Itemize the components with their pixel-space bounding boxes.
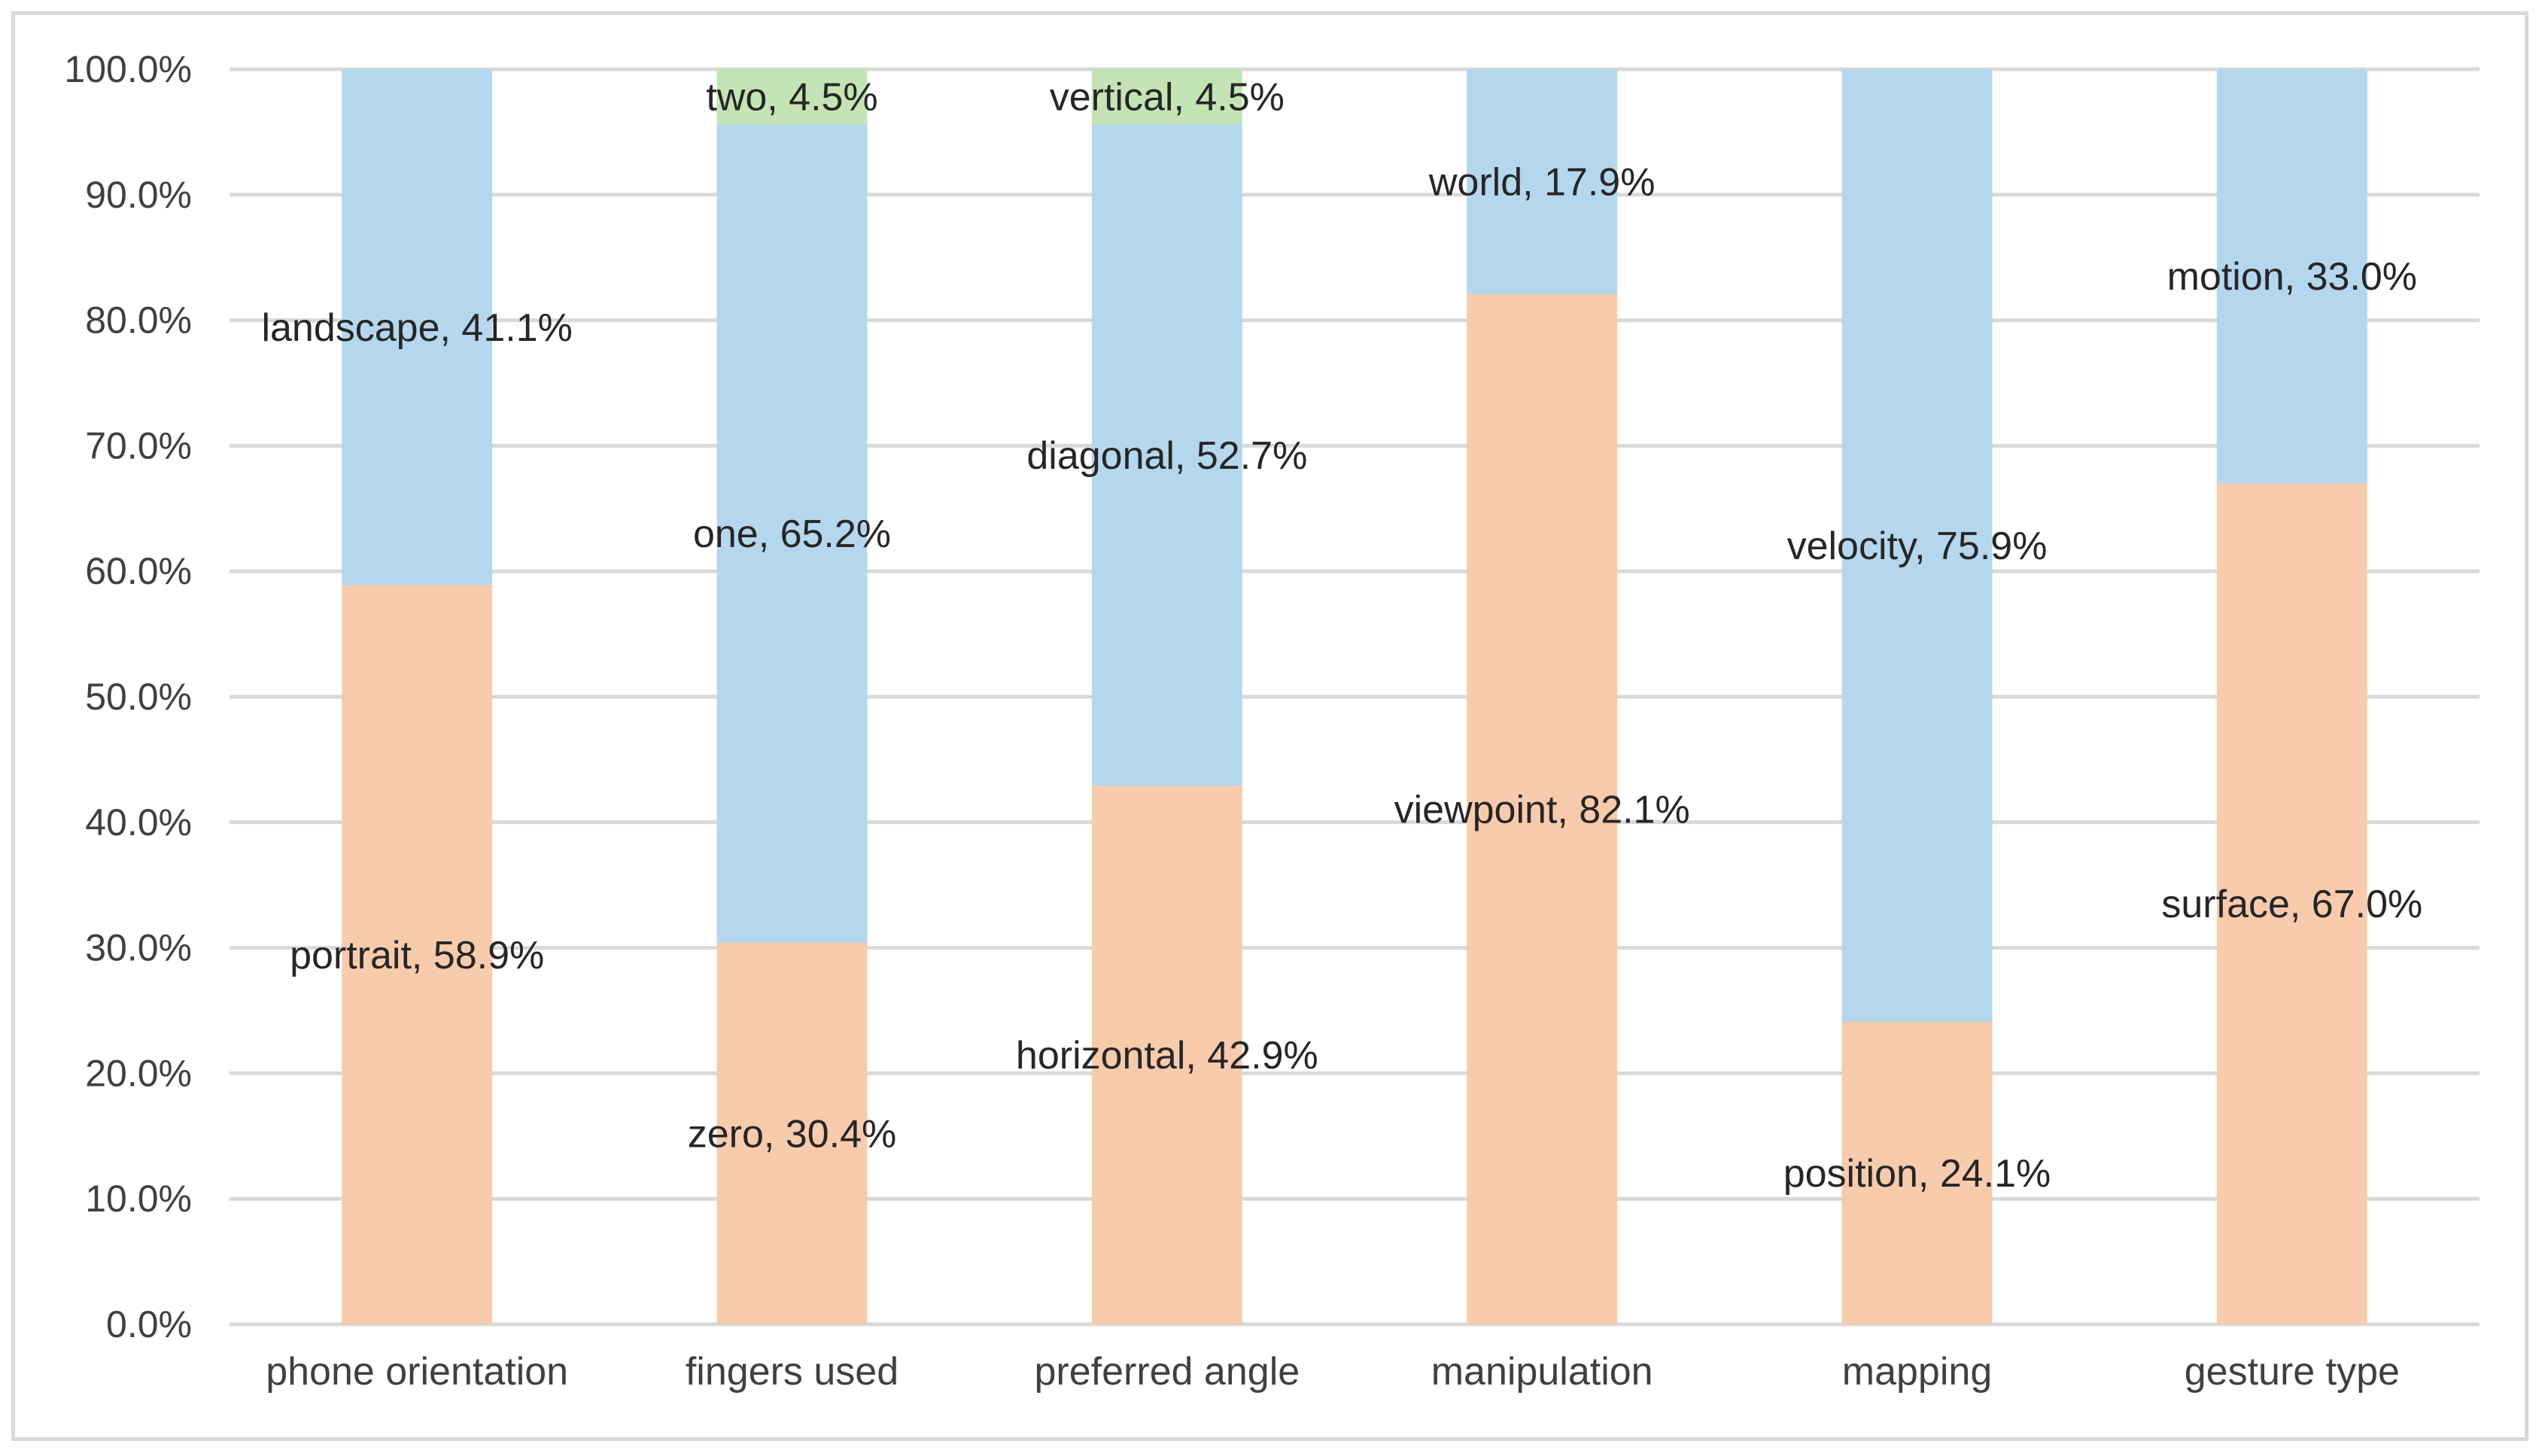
bar-segment-1-1 (716, 124, 868, 943)
bar-segment-1-0 (716, 942, 868, 1324)
bar-segment-0-1 (342, 69, 493, 585)
y-tick-label: 10.0% (85, 1178, 192, 1220)
bar-segment-1-2 (716, 69, 868, 125)
y-tick-label: 80.0% (85, 299, 192, 342)
bar-segment-3-0 (1467, 293, 1618, 1324)
data-label-1-1: one, 65.2% (693, 512, 891, 556)
category-label-4: mapping (1842, 1350, 1992, 1394)
data-label-3-1: world, 17.9% (1428, 160, 1656, 204)
data-label-0-0: portrait, 58.9% (290, 934, 544, 977)
category-label-3: manipulation (1431, 1350, 1653, 1394)
data-label-5-1: motion, 33.0% (2167, 255, 2417, 299)
y-tick-label: 20.0% (85, 1052, 192, 1094)
category-label-1: fingers used (686, 1350, 899, 1394)
y-tick-label: 50.0% (85, 676, 192, 718)
category-label-0: phone orientation (266, 1350, 568, 1394)
y-axis-tick-labels: 0.0% 10.0% 20.0% 30.0% 40.0% 50.0% 60.0% 70.0% 8… (64, 48, 192, 1345)
data-label-2-2: vertical, 4.5% (1050, 76, 1285, 120)
y-tick-label: 90.0% (85, 174, 192, 216)
bars (342, 69, 2367, 1325)
y-tick-label: 0.0% (106, 1303, 192, 1345)
category-label-5: gesture type (2185, 1350, 2400, 1394)
bar-segment-5-1 (2216, 69, 2367, 484)
data-label-1-0: zero, 30.4% (688, 1112, 897, 1156)
bar-segment-0-0 (342, 585, 493, 1324)
bar-segment-2-2 (1091, 69, 1242, 125)
y-tick-label: 40.0% (85, 801, 192, 844)
category-labels: phone orientation fingers used preferred a… (266, 1350, 2400, 1394)
data-label-1-2: two, 4.5% (706, 76, 877, 120)
bar-segment-5-0 (2216, 483, 2367, 1325)
y-tick-label: 30.0% (85, 927, 192, 969)
data-label-5-0: surface, 67.0% (2161, 883, 2422, 926)
y-tick-label: 100.0% (64, 48, 192, 90)
category-label-2: preferred angle (1034, 1350, 1300, 1394)
gridlines (230, 67, 2480, 1327)
data-label-3-0: viewpoint, 82.1% (1394, 788, 1690, 831)
bar-segment-2-1 (1091, 124, 1242, 786)
stacked-bar-chart: 0.0% 10.0% 20.0% 30.0% 40.0% 50.0% 60.0% 70.0% 8… (64, 48, 2480, 1394)
data-label-4-1: velocity, 75.9% (1787, 524, 2048, 568)
data-label-2-0: horizontal, 42.9% (1016, 1034, 1318, 1078)
data-label-2-1: diagonal, 52.7% (1026, 434, 1307, 478)
bar-segment-4-1 (1841, 69, 1993, 1023)
data-label-4-0: position, 24.1% (1783, 1152, 2051, 1196)
bar-segment-4-0 (1841, 1022, 1993, 1324)
y-tick-label: 70.0% (85, 424, 192, 467)
bar-segment-2-0 (1091, 786, 1242, 1324)
y-tick-label: 60.0% (85, 550, 192, 592)
data-labels: portrait, 58.9% landscape, 41.1% zero, 30.… (261, 76, 2422, 1196)
bar-segment-3-1 (1467, 69, 1618, 294)
data-label-0-1: landscape, 41.1% (261, 306, 572, 350)
chart-frame: 0.0% 10.0% 20.0% 30.0% 40.0% 50.0% 60.0% 70.0% 8… (11, 11, 2528, 1441)
